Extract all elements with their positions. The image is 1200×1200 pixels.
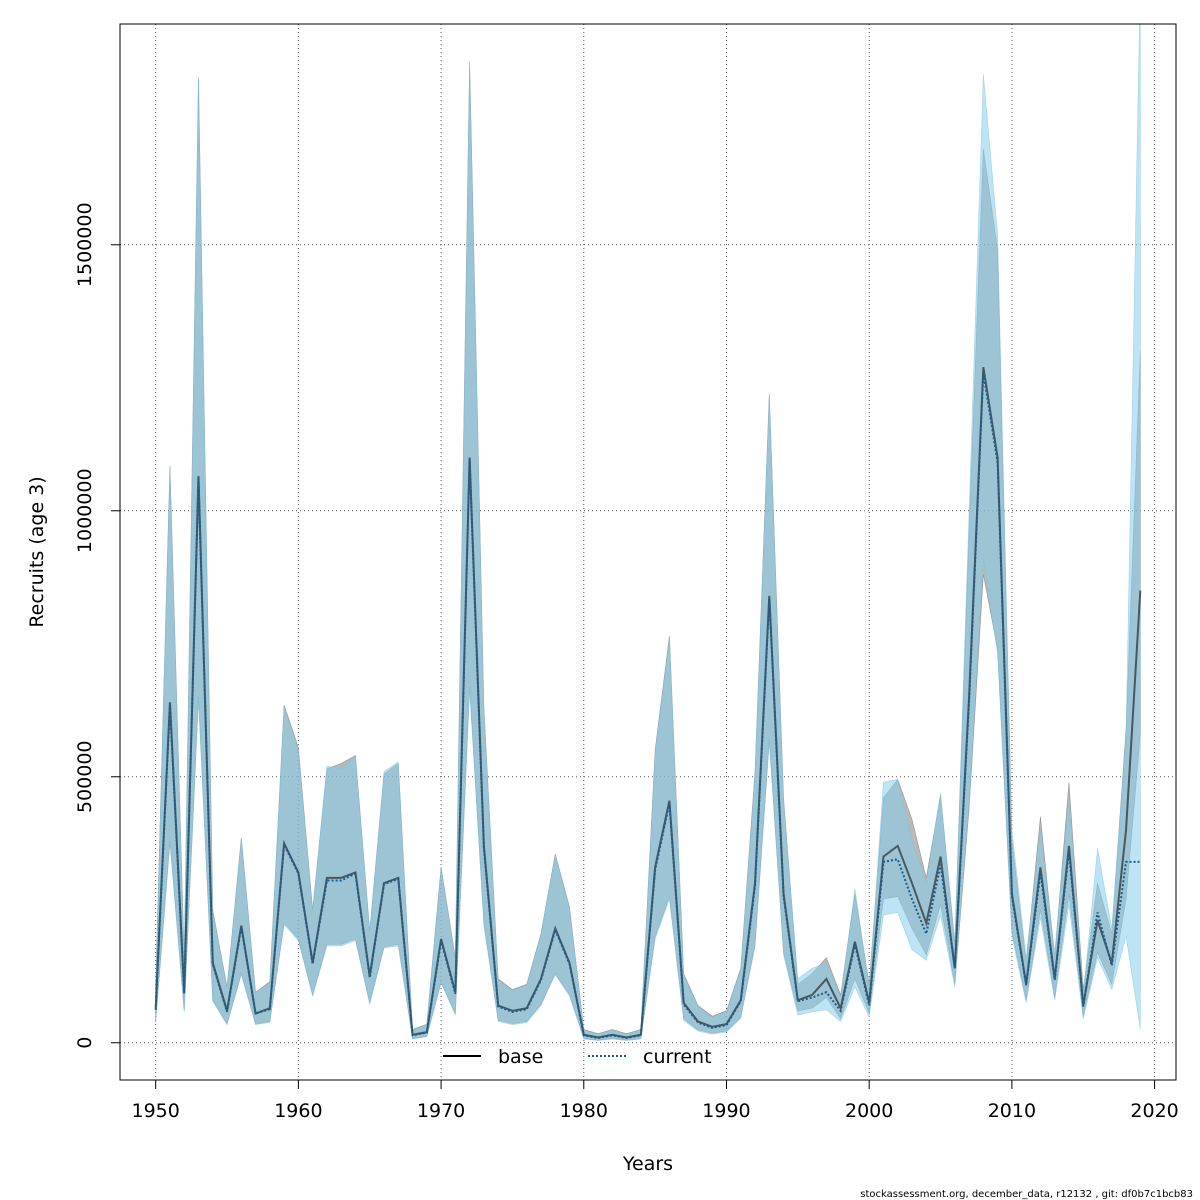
y-tick-label: 500000 [74, 741, 96, 814]
legend-base-label: base [498, 1046, 543, 1068]
y-tick-label: 1000000 [74, 468, 96, 553]
confidence-bands [155, 24, 1141, 1041]
series-lines [154, 366, 1142, 1039]
x-axis: 1950 1960 1970 1980 1990 2000 2010 2020 [131, 1079, 1179, 1122]
x-tick-label: 1990 [702, 1100, 750, 1122]
x-tick-label: 1970 [417, 1100, 465, 1122]
y-axis-title: Recruits (age 3) [26, 476, 48, 627]
legend: base current [443, 1046, 712, 1068]
x-tick-label: 2010 [988, 1100, 1036, 1122]
y-tick-label: 0 [74, 1037, 96, 1049]
x-tick-label: 1960 [274, 1100, 322, 1122]
x-axis-title: Years [622, 1153, 673, 1175]
x-tick-label: 1980 [560, 1100, 608, 1122]
line-current [154, 372, 1141, 1039]
footer-note: stockassessment.org, december_data, r121… [860, 1189, 1193, 1200]
gridlines [120, 24, 1176, 1080]
y-tick-label: 1500000 [74, 202, 96, 287]
x-tick-label: 2020 [1130, 1100, 1178, 1122]
x-tick-label: 2000 [845, 1100, 893, 1122]
x-tick-label: 1950 [131, 1100, 179, 1122]
y-axis: 0 500000 1000000 1500000 [74, 202, 121, 1049]
band-current [155, 24, 1141, 1041]
legend-current-label: current [643, 1046, 712, 1068]
